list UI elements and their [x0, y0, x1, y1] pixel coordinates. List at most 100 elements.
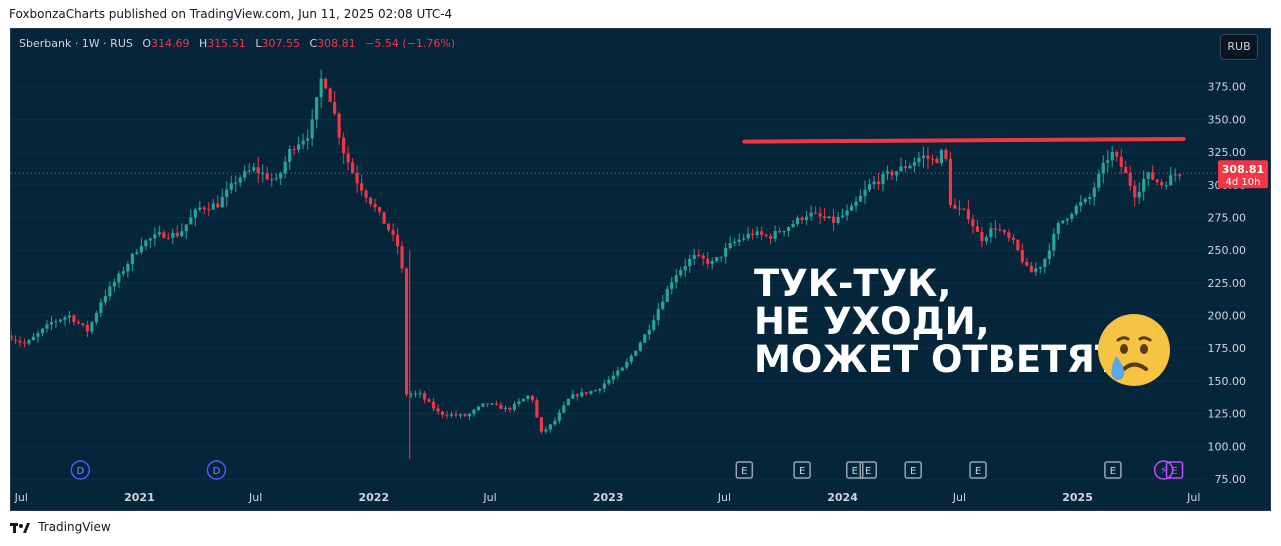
- candle-up: [512, 403, 517, 410]
- candle-down: [831, 216, 836, 223]
- candle-down: [539, 417, 543, 432]
- candle-up: [854, 201, 858, 206]
- candle-up: [157, 232, 161, 235]
- candle-up: [1164, 185, 1168, 187]
- candle-up: [36, 333, 40, 337]
- candle-up: [719, 256, 723, 258]
- candle-up: [247, 170, 251, 172]
- candle-up: [688, 258, 692, 267]
- candle-down: [324, 78, 328, 89]
- candle-down: [166, 237, 170, 239]
- candle-down: [499, 404, 503, 409]
- candle-up: [908, 165, 912, 169]
- candle-down: [162, 232, 166, 238]
- currency-button[interactable]: RUB: [1220, 34, 1258, 60]
- candle-down: [13, 339, 18, 341]
- candle-up: [562, 405, 566, 413]
- candle-down: [706, 258, 710, 264]
- candle-up: [921, 155, 926, 158]
- candle-down: [1119, 156, 1123, 167]
- candle-up: [297, 144, 301, 150]
- candle-down: [975, 226, 979, 233]
- crying-face-icon: [1096, 312, 1172, 392]
- candle-up: [67, 315, 72, 318]
- candle-up: [755, 231, 759, 235]
- candle-up: [1110, 152, 1114, 161]
- candle-down: [346, 153, 350, 163]
- candle-up: [301, 140, 305, 145]
- candle-up: [548, 424, 552, 430]
- headline-text: ТУК-ТУК, НЕ УХОДИ, МОЖЕТ ОТВЕТЯТ: [754, 262, 1121, 381]
- candle-down: [265, 173, 269, 180]
- candle-up: [413, 393, 418, 395]
- resistance-line-segment: [742, 137, 1186, 144]
- candle-down: [530, 395, 534, 401]
- candle-down: [535, 400, 539, 418]
- candle-up: [625, 361, 629, 368]
- chart-panel[interactable]: 75.00 100.00 125.00 150.00 175.00 200.00 225.0…: [10, 28, 1271, 511]
- candle-up: [503, 407, 508, 409]
- candle-down: [944, 149, 948, 159]
- y-tick-label: 375.00: [1208, 81, 1247, 94]
- earnings-marker-label: E: [910, 466, 916, 477]
- earnings-marker: [735, 461, 754, 479]
- candle-down: [369, 197, 373, 204]
- candle-up: [580, 392, 584, 397]
- candle-up: [746, 233, 750, 239]
- candle-down: [930, 158, 935, 160]
- candle-down: [270, 179, 274, 181]
- candle-up: [521, 398, 525, 402]
- dividend-marker: [206, 460, 227, 480]
- candle-up: [1052, 233, 1056, 251]
- open-label: O: [142, 37, 152, 50]
- candle-up: [472, 409, 476, 414]
- candle-up: [1070, 214, 1074, 219]
- candle-down: [1115, 152, 1119, 157]
- candle-down: [876, 181, 881, 184]
- candle-up: [108, 286, 112, 297]
- candle-down: [993, 228, 997, 230]
- high-label: H: [199, 37, 208, 50]
- candle-up: [1088, 197, 1092, 200]
- candle-down: [378, 207, 382, 212]
- candle-up: [881, 173, 885, 184]
- close-label: C: [309, 37, 318, 50]
- candle-down: [948, 158, 953, 205]
- candle-up: [598, 388, 602, 391]
- candle-down: [382, 211, 386, 224]
- candle-up: [1056, 223, 1060, 234]
- candle-down: [935, 158, 939, 164]
- candle-up: [27, 340, 31, 344]
- candle-up: [647, 329, 651, 335]
- candle-up: [607, 379, 611, 384]
- candle-down: [1151, 172, 1155, 180]
- candle-up: [261, 173, 265, 175]
- candle-up: [238, 177, 242, 183]
- candle-up: [858, 195, 863, 202]
- candle-up: [715, 257, 719, 262]
- candle-up: [103, 296, 107, 303]
- candle-up: [409, 394, 413, 396]
- candle-up: [638, 342, 642, 351]
- y-tick-label: 250.00: [1208, 244, 1247, 257]
- earnings-marker-label: E: [1110, 466, 1116, 477]
- candle-up: [733, 241, 737, 244]
- candle-up: [171, 232, 175, 238]
- candle-up: [476, 406, 481, 410]
- x-tick-label: Jul: [248, 491, 262, 504]
- candle-up: [1047, 250, 1051, 259]
- candle-up: [310, 119, 314, 139]
- candlestick-series: [11, 69, 1182, 460]
- candle-down: [494, 403, 499, 405]
- y-tick-label: 200.00: [1208, 310, 1247, 323]
- candle-up: [99, 302, 103, 313]
- candle-up: [566, 398, 570, 406]
- candle-up: [31, 336, 36, 341]
- candle-down: [814, 212, 818, 214]
- price-chart[interactable]: 75.00 100.00 125.00 150.00 175.00 200.00 225.0…: [11, 29, 1270, 510]
- candle-up: [845, 210, 849, 216]
- x-tick-label: 2023: [593, 491, 624, 504]
- candle-down: [431, 401, 436, 409]
- candle-up: [449, 414, 454, 416]
- candle-up: [1173, 174, 1177, 176]
